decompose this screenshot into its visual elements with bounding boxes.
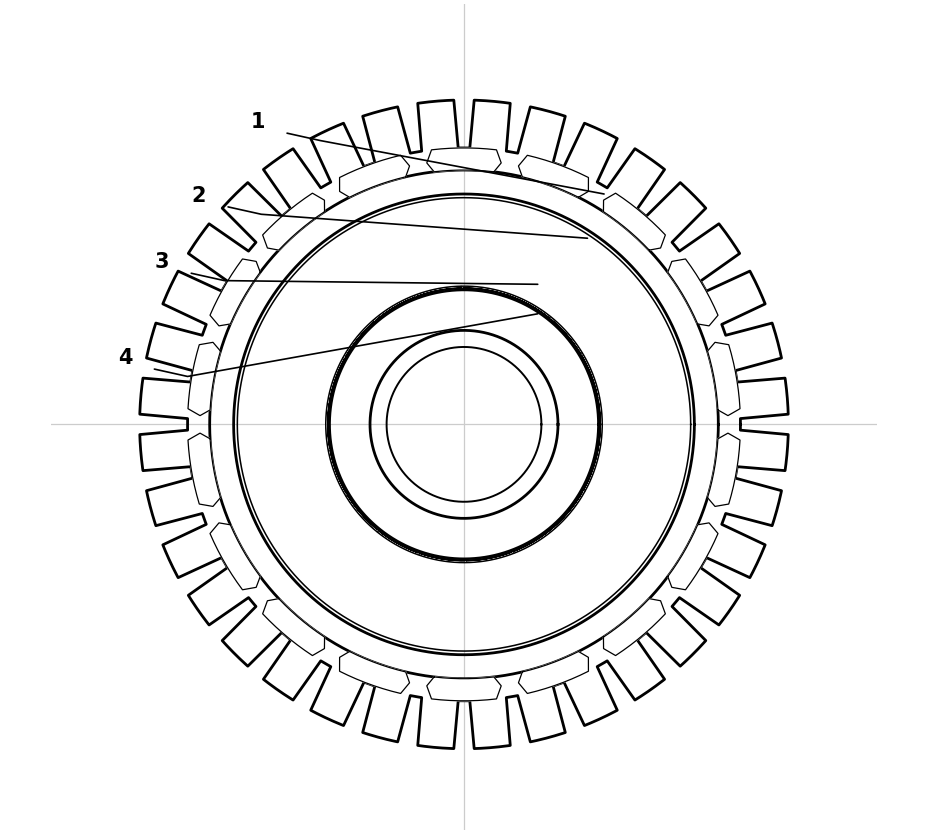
Polygon shape — [188, 342, 221, 415]
Polygon shape — [463, 288, 507, 295]
Polygon shape — [210, 259, 260, 326]
Text: 1: 1 — [250, 112, 264, 132]
Polygon shape — [416, 288, 461, 297]
Polygon shape — [706, 433, 739, 506]
Polygon shape — [339, 155, 409, 198]
Polygon shape — [420, 554, 464, 560]
Text: 2: 2 — [191, 186, 206, 206]
Polygon shape — [188, 433, 221, 506]
Polygon shape — [706, 342, 739, 415]
Polygon shape — [603, 599, 665, 656]
Polygon shape — [581, 355, 597, 398]
Polygon shape — [583, 447, 598, 490]
Polygon shape — [378, 530, 418, 553]
Polygon shape — [667, 523, 717, 590]
Polygon shape — [513, 528, 552, 551]
Polygon shape — [345, 322, 374, 357]
Polygon shape — [262, 193, 324, 250]
Polygon shape — [518, 155, 588, 198]
Polygon shape — [667, 259, 717, 326]
Polygon shape — [551, 319, 580, 354]
Polygon shape — [426, 677, 501, 701]
Polygon shape — [509, 296, 549, 318]
Polygon shape — [327, 404, 329, 449]
Polygon shape — [210, 523, 260, 590]
Polygon shape — [339, 651, 409, 693]
Polygon shape — [426, 148, 501, 172]
Polygon shape — [262, 599, 324, 656]
Text: 4: 4 — [118, 348, 132, 368]
Polygon shape — [330, 451, 346, 494]
Polygon shape — [603, 193, 665, 250]
Polygon shape — [598, 399, 600, 445]
Polygon shape — [518, 651, 588, 693]
Polygon shape — [329, 359, 344, 402]
Text: 3: 3 — [154, 252, 169, 272]
Polygon shape — [347, 495, 376, 530]
Polygon shape — [553, 492, 582, 527]
Polygon shape — [466, 552, 511, 560]
Polygon shape — [375, 297, 414, 320]
